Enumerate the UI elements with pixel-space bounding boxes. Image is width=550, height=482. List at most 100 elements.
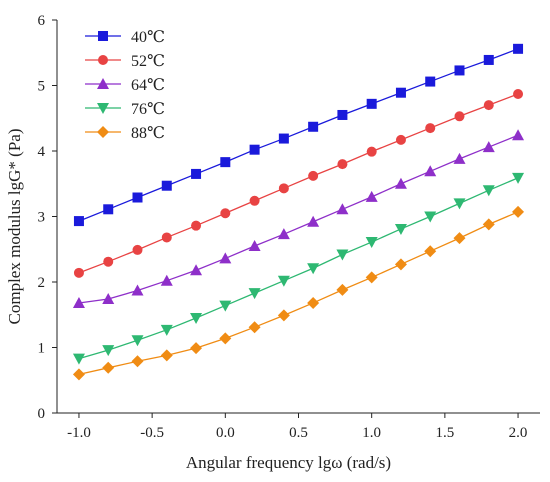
y-tick-label: 0: [38, 406, 46, 422]
legend-marker: [98, 55, 108, 65]
y-axis-label: Complex modulus lgG* (Pa): [5, 129, 24, 325]
data-point: [219, 252, 232, 264]
data-point: [103, 204, 114, 215]
data-point: [307, 263, 320, 275]
data-point: [365, 190, 378, 202]
data-point: [102, 293, 115, 305]
data-point: [131, 284, 144, 296]
data-point: [308, 170, 319, 181]
data-point: [160, 324, 173, 336]
data-point: [395, 134, 406, 145]
data-point: [454, 65, 465, 76]
series-2: [72, 129, 525, 308]
axes: -1.0 -0.5 0.0 0.5 1.0 1.5 2.0 0 1 2 3 4 5 6: [38, 13, 540, 441]
data-point: [453, 198, 466, 210]
data-point: [453, 232, 466, 245]
data-point: [132, 244, 143, 255]
series-1: [73, 89, 524, 278]
data-point: [102, 361, 115, 374]
data-point: [307, 296, 320, 309]
legend-marker: [97, 103, 109, 114]
data-point: [131, 335, 144, 347]
legend-item: 88℃: [85, 125, 165, 142]
y-tick-label: 3: [38, 210, 46, 226]
data-point: [424, 245, 437, 258]
data-point: [365, 271, 378, 284]
data-point: [220, 157, 231, 168]
legend-label: 52℃: [131, 53, 165, 70]
legend-label: 76℃: [131, 101, 165, 118]
data-point: [190, 313, 203, 325]
data-point: [513, 43, 524, 54]
y-tick-label: 4: [38, 144, 46, 160]
data-point: [308, 121, 319, 132]
data-point: [483, 100, 494, 111]
data-point: [512, 205, 525, 218]
legend-label: 88℃: [131, 125, 165, 142]
x-tick-label: 0.0: [216, 425, 235, 441]
legend-marker: [97, 126, 109, 138]
legend-marker: [98, 31, 108, 41]
series-layer: [72, 43, 525, 381]
series-line: [78, 177, 519, 360]
data-point: [219, 300, 232, 312]
legend-label: 64℃: [131, 77, 165, 94]
data-point: [191, 168, 202, 179]
data-point: [277, 275, 290, 287]
data-point: [366, 98, 377, 109]
data-point: [161, 180, 172, 191]
data-point: [277, 309, 290, 322]
series-line: [78, 211, 519, 375]
data-point: [336, 203, 349, 215]
data-point: [248, 321, 261, 334]
data-point: [132, 192, 143, 203]
y-ticks: 0 1 2 3 4 5 6: [38, 13, 57, 422]
x-tick-label: -1.0: [67, 425, 91, 441]
data-point: [191, 220, 202, 231]
data-point: [395, 87, 406, 98]
legend-item: 76℃: [85, 101, 165, 118]
legend: 40℃ 52℃ 64℃ 76℃ 88℃: [85, 29, 165, 142]
data-point: [72, 368, 85, 381]
series-4: [72, 205, 525, 381]
y-tick-label: 5: [38, 79, 46, 95]
x-tick-label: 0.5: [289, 425, 308, 441]
data-point: [219, 332, 232, 345]
data-point: [424, 165, 437, 177]
data-point: [394, 258, 407, 271]
data-point: [103, 256, 114, 267]
x-tick-label: 1.5: [435, 425, 454, 441]
data-point: [102, 345, 115, 357]
data-point: [190, 264, 203, 276]
data-point: [160, 274, 173, 286]
data-point: [512, 129, 525, 141]
data-point: [160, 349, 173, 362]
data-point: [73, 216, 84, 227]
data-point: [278, 133, 289, 144]
data-point: [190, 342, 203, 355]
y-tick-label: 1: [38, 341, 46, 357]
legend-item: 64℃: [85, 77, 165, 94]
data-point: [425, 123, 436, 134]
data-point: [366, 146, 377, 157]
data-point: [425, 76, 436, 87]
x-ticks: -1.0 -0.5 0.0 0.5 1.0 1.5 2.0: [67, 413, 527, 441]
data-point: [337, 159, 348, 170]
legend-marker: [97, 78, 109, 89]
data-point: [365, 237, 378, 249]
data-point: [277, 228, 290, 240]
data-point: [394, 177, 407, 189]
series-3: [72, 172, 525, 365]
series-0: [73, 43, 524, 227]
data-point: [249, 195, 260, 206]
series-line: [78, 48, 519, 222]
data-point: [249, 144, 260, 155]
series-line: [78, 93, 519, 274]
data-point: [453, 152, 466, 164]
legend-label: 40℃: [131, 29, 165, 46]
data-point: [513, 89, 524, 100]
data-point: [512, 172, 525, 184]
x-axis-label: Angular frequency lgω (rad/s): [186, 453, 391, 472]
data-point: [72, 296, 85, 308]
data-point: [483, 54, 494, 65]
